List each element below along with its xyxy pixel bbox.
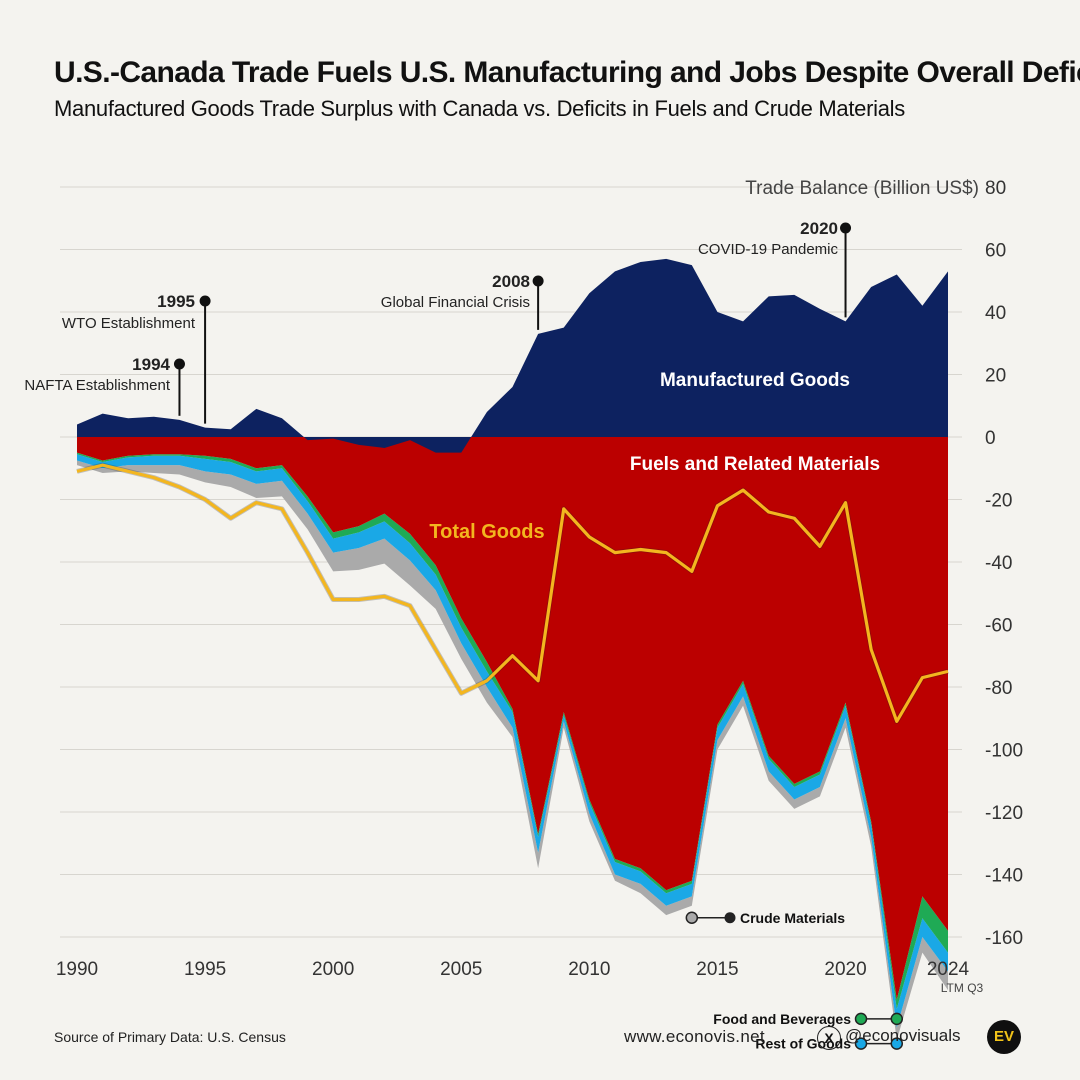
label-fuels: Fuels and Related Materials [630, 454, 880, 475]
y-tick-label: 40 [985, 303, 1006, 324]
x-tick-label: 2020 [824, 959, 866, 980]
label-food-beverages: Food and Beverages [713, 1011, 851, 1027]
rest-marker [890, 1037, 904, 1050]
x-tick-label: 1995 [184, 959, 226, 980]
annotation-label: WTO Establishment [62, 315, 196, 332]
y-tick-label: -160 [985, 928, 1023, 949]
annotation-year: 1995 [157, 292, 195, 311]
x-tick-label: 2015 [696, 959, 738, 980]
y-axis-label: Trade Balance (Billion US$) [745, 178, 979, 199]
annotation-label: COVID-19 Pandemic [698, 241, 839, 258]
y-tick-label: 60 [985, 241, 1006, 262]
chart-title: U.S.-Canada Trade Fuels U.S. Manufacturi… [54, 56, 1080, 89]
x-tick-label: 1990 [56, 959, 98, 980]
y-tick-label: -40 [985, 553, 1012, 574]
annotation-label: NAFTA Establishment [24, 377, 170, 394]
source-note: Source of Primary Data: U.S. Census [54, 1029, 286, 1045]
area-manufactured-goods [77, 258, 948, 453]
y-tick-label: 80 [985, 178, 1006, 199]
label-total-goods: Total Goods [429, 521, 544, 543]
x-tick-label: 2024 [927, 959, 970, 980]
label-crude-materials: Crude Materials [740, 910, 845, 926]
website-link[interactable]: www.econovis.net [624, 1027, 765, 1046]
x-tick-label: 2005 [440, 959, 482, 980]
chart-subtitle: Manufactured Goods Trade Surplus with Ca… [54, 96, 905, 121]
x-tick-sublabel: LTM Q3 [941, 981, 984, 995]
y-tick-label: 0 [985, 428, 996, 449]
y-tick-label: 20 [985, 366, 1006, 387]
food-marker [890, 1012, 904, 1026]
rest-dot [854, 1037, 868, 1050]
crude-dot [724, 912, 736, 924]
annotation-dot [532, 275, 544, 287]
y-tick-label: -20 [985, 491, 1012, 512]
y-tick-label: -60 [985, 616, 1012, 637]
annotation-dot [199, 295, 211, 307]
line-total-goods [76, 463, 949, 723]
y-tick-label: -100 [985, 741, 1023, 762]
y-tick-label: -120 [985, 803, 1023, 824]
econovis-logo: EV [987, 1020, 1021, 1054]
food-dot [854, 1012, 868, 1026]
annotation-year: 1994 [132, 355, 170, 374]
x-tick-label: 2010 [568, 959, 610, 980]
crude-marker [685, 911, 699, 924]
annotation-year: 2008 [492, 272, 530, 291]
y-tick-label: -80 [985, 678, 1012, 699]
area-fuels-and-related-materials [77, 437, 948, 1000]
annotation-dot [173, 358, 185, 370]
social-handle[interactable]: @econovisuals [845, 1026, 961, 1045]
y-tick-label: -140 [985, 866, 1023, 887]
x-tick-label: 2000 [312, 959, 354, 980]
label-manufactured-goods: Manufactured Goods [660, 370, 850, 391]
x-logo-icon: X [817, 1026, 841, 1050]
annotation-year: 2020 [800, 219, 838, 238]
annotation-label: Global Financial Crisis [381, 294, 530, 311]
annotation-dot [840, 222, 852, 234]
